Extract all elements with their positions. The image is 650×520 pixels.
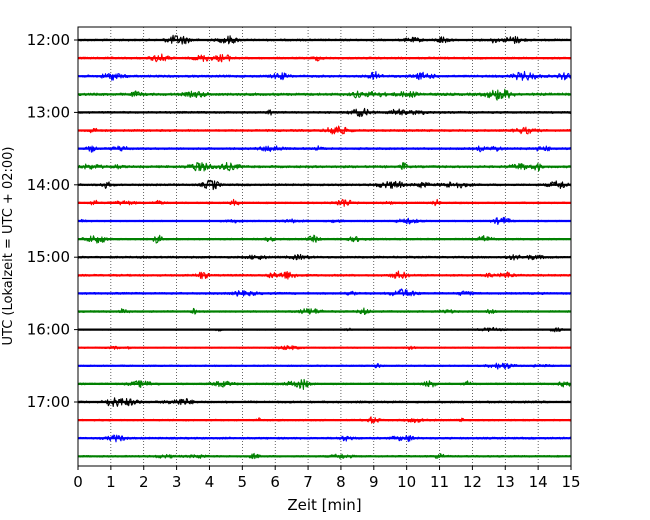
x-tick-label: 10 (397, 473, 416, 491)
y-axis-label: UTC (Lokalzeit = UTC + 02:00) (1, 147, 16, 346)
y-tick-label: 12:00 (27, 31, 70, 49)
plot-frame (77, 26, 572, 467)
y-tick-label: 14:00 (27, 176, 70, 194)
y-axis-ticks: 12:00 13:00 14:00 15:00 16:00 17:00 (27, 31, 78, 411)
y-tick-label: 13:00 (27, 103, 70, 121)
x-tick-label: 11 (430, 473, 449, 491)
x-tick-label: 8 (336, 473, 346, 491)
x-axis-ticks: 0 1 2 3 4 5 6 7 8 9 10 11 12 13 14 15 (73, 466, 581, 491)
y-tick-label: 16:00 (27, 321, 70, 339)
x-tick-label: 4 (205, 473, 215, 491)
plot-background (78, 27, 571, 466)
x-tick-label: 9 (369, 473, 379, 491)
x-tick-label: 12 (463, 473, 482, 491)
x-axis-label: Zeit [min] (287, 496, 361, 514)
x-tick-label: 13 (496, 473, 515, 491)
seismic-traces (77, 34, 572, 460)
y-tick-label: 17:00 (27, 393, 70, 411)
x-tick-label: 1 (106, 473, 116, 491)
x-tick-label: 14 (529, 473, 548, 491)
x-tick-label: 5 (238, 473, 248, 491)
x-tick-label: 15 (561, 473, 580, 491)
y-tick-label: 15:00 (27, 248, 70, 266)
x-tick-label: 2 (139, 473, 149, 491)
x-tick-label: 3 (172, 473, 182, 491)
x-tick-label: 6 (270, 473, 280, 491)
x-tick-label: 7 (303, 473, 313, 491)
x-tick-label: 0 (73, 473, 83, 491)
grid-lines (110, 27, 539, 466)
